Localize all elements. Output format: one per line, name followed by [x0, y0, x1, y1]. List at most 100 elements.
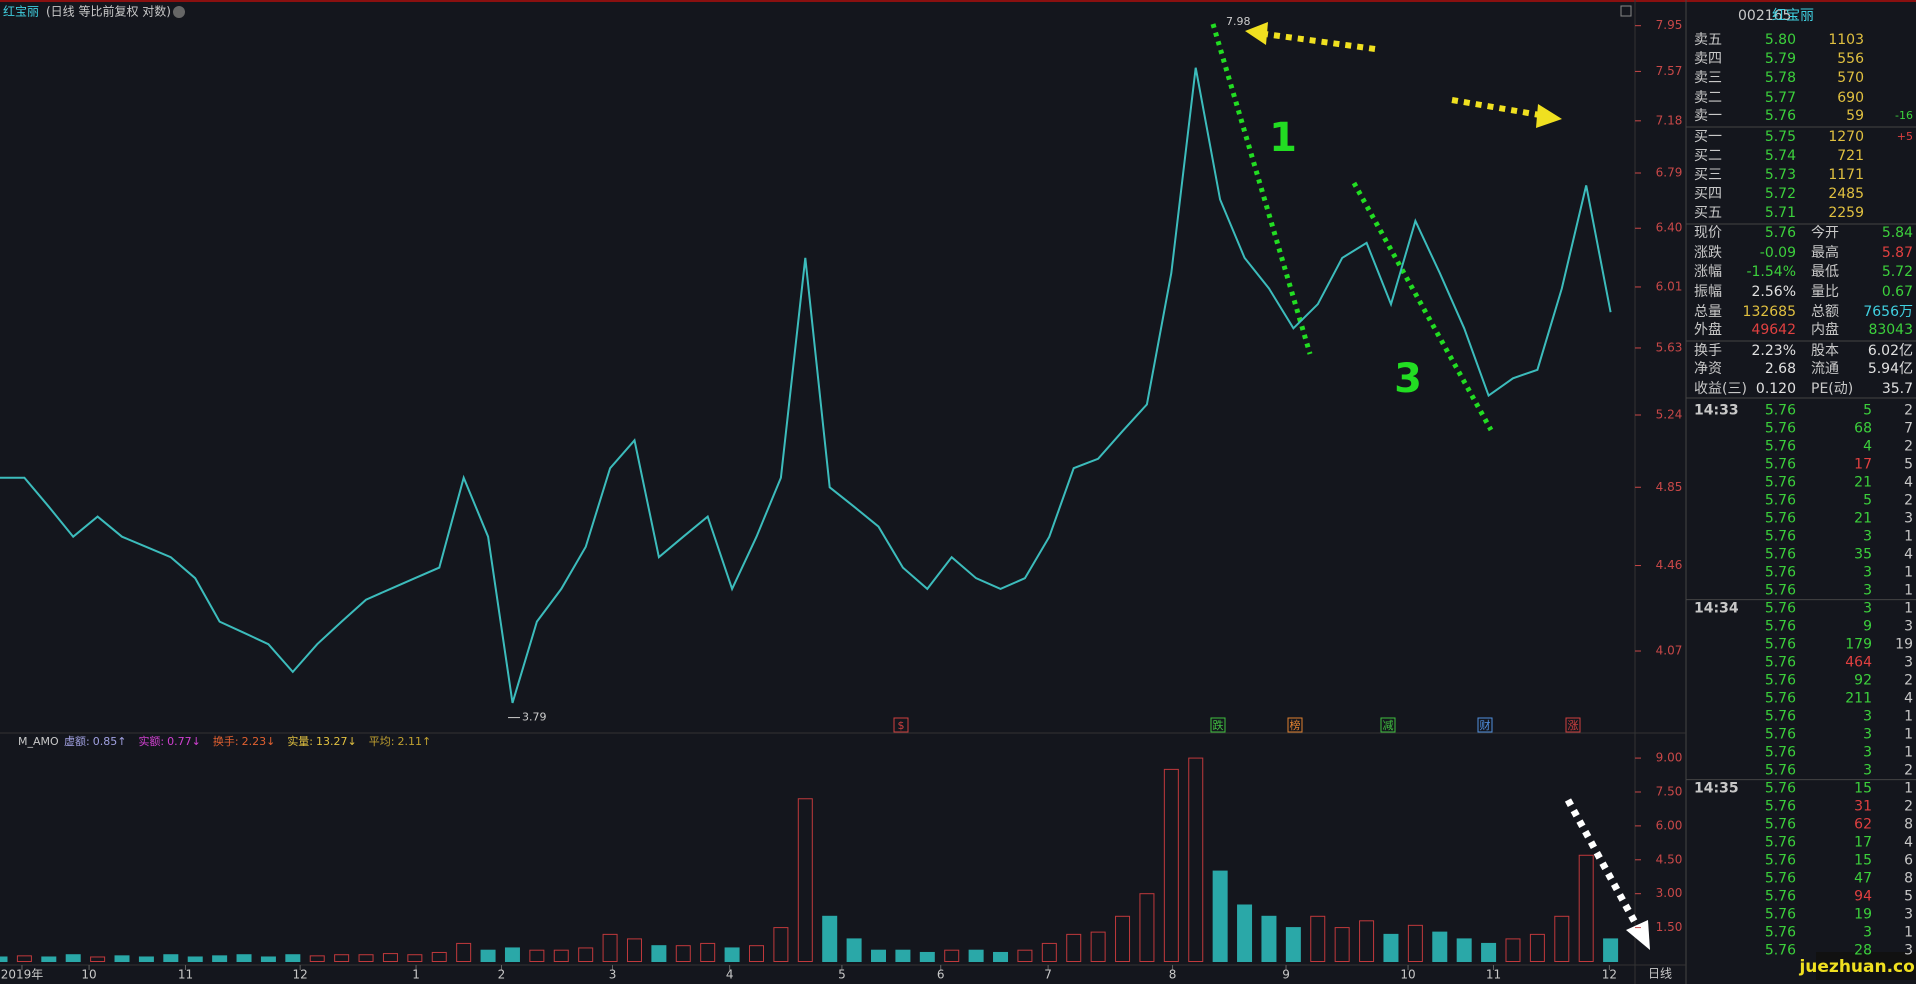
- volume-bar: [675, 945, 691, 963]
- quote-label: 总额: [1811, 304, 1839, 320]
- y-tick-label: 6.01: [1656, 279, 1683, 293]
- volume-bar: [285, 954, 301, 962]
- tick-count: 3: [1904, 943, 1913, 959]
- y-tick-label: 5.63: [1656, 340, 1683, 354]
- volume-bar: [846, 938, 862, 962]
- indicator-label: 平均:: [369, 735, 395, 748]
- tick-count: 2: [1904, 439, 1913, 455]
- high-label: 7.98: [1226, 15, 1251, 28]
- event-box: [893, 717, 909, 733]
- tick-price: 5.76: [1765, 745, 1796, 761]
- volume-bar: [1383, 933, 1399, 963]
- volume-bar: [1554, 915, 1570, 962]
- tick-count: 19: [1895, 637, 1913, 653]
- y-tick-label: 4.46: [1656, 558, 1683, 572]
- quote-label: 今开: [1811, 225, 1839, 241]
- tick-volume: 62: [1854, 817, 1872, 833]
- tick-volume: 3: [1863, 583, 1872, 599]
- tick-price: 5.76: [1765, 889, 1796, 905]
- tick-volume: 15: [1854, 781, 1872, 797]
- tick-volume: 3: [1863, 727, 1872, 743]
- tick-price: 5.76: [1765, 457, 1796, 473]
- volume-bar: [651, 945, 667, 963]
- x-tick-label: 9: [1282, 968, 1290, 982]
- y-tick-label: 6.79: [1656, 165, 1683, 179]
- arrow: [1451, 97, 1541, 118]
- volume-bar: [553, 949, 569, 962]
- y-tick-label: 4.50: [1656, 852, 1683, 866]
- quote-value: 2.68: [1765, 361, 1796, 377]
- indicator-value: 2.23↓: [242, 735, 276, 748]
- quote-value: 49642: [1751, 322, 1796, 338]
- window-button[interactable]: [1620, 5, 1632, 17]
- event-box: [1380, 717, 1396, 733]
- tick-count: 2: [1904, 403, 1913, 419]
- event-icon: $: [898, 719, 905, 732]
- quote-label: 换手: [1694, 342, 1722, 359]
- volume-bar: [578, 947, 594, 963]
- tick-count: 8: [1904, 817, 1913, 833]
- period[interactable]: 日线: [1648, 967, 1672, 981]
- book-label: 买五: [1694, 205, 1722, 221]
- quote-label: 最高: [1811, 244, 1839, 261]
- book-price: 5.75: [1765, 129, 1796, 145]
- volume-bar: [456, 942, 472, 963]
- volume-bar: [1481, 942, 1497, 963]
- volume-bar: [895, 949, 911, 962]
- tick-count: 2: [1904, 673, 1913, 689]
- volume-bar: [1212, 870, 1228, 963]
- book-volume: 1103: [1828, 32, 1864, 48]
- tick-price: 5.76: [1765, 529, 1796, 545]
- volume-bar: [163, 954, 179, 962]
- quote-value: -1.54%: [1746, 264, 1796, 280]
- event-icon: 财: [1480, 718, 1491, 732]
- volume-bar: [1115, 915, 1131, 962]
- yellow-arrows: [1264, 31, 1541, 118]
- volume-bar: [407, 954, 423, 962]
- volume-bar: [1432, 931, 1448, 963]
- book-label: 买二: [1694, 148, 1722, 164]
- x-tick-label: 4: [726, 968, 734, 982]
- volume-bar: [529, 949, 545, 962]
- x-tick-label: 2019年: [1, 968, 44, 982]
- tick-count: 3: [1904, 655, 1913, 671]
- volume-bar: [1505, 938, 1521, 962]
- volume-bar: [431, 951, 447, 962]
- y-tick-label: 7.95: [1656, 18, 1683, 32]
- tick-volume: 3: [1863, 709, 1872, 725]
- volume-bar: [797, 798, 813, 963]
- book-price: 5.78: [1765, 70, 1796, 86]
- tick-count: 1: [1904, 529, 1913, 545]
- quote-value: 5.76: [1765, 225, 1796, 241]
- tick-volume: 21: [1854, 511, 1872, 527]
- watermark: juezhuan.com: [1798, 957, 1916, 977]
- book-price: 5.77: [1765, 90, 1796, 106]
- volume-bar: [1261, 915, 1277, 962]
- quote-value: 0.67: [1882, 284, 1913, 300]
- tick-price: 5.76: [1765, 655, 1796, 671]
- book-volume: 570: [1837, 70, 1864, 86]
- tick-price: 5.76: [1765, 871, 1796, 887]
- indicator-label: 虚额:: [64, 735, 90, 748]
- quote-label: 现价: [1694, 225, 1722, 241]
- tick-volume: 3: [1863, 565, 1872, 581]
- tick-price: 5.76: [1765, 583, 1796, 599]
- quote-value: 35.7: [1882, 381, 1913, 397]
- book-volume: 690: [1837, 90, 1864, 106]
- tick-volume: 94: [1854, 889, 1872, 905]
- tick-price: 5.76: [1765, 835, 1796, 851]
- quote-label: 外盘: [1694, 321, 1722, 338]
- tick-count: 4: [1904, 547, 1913, 563]
- quote-label: 收益(三): [1694, 381, 1747, 397]
- dropdown[interactable]: [173, 6, 185, 18]
- tick-count: 1: [1904, 745, 1913, 761]
- tick-count: 1: [1904, 601, 1913, 617]
- volume-bar: [1090, 931, 1106, 963]
- volume-bar: [480, 949, 496, 962]
- indicator-label: 实额:: [138, 734, 164, 748]
- volume-bar: [138, 956, 154, 963]
- volume-bar: [309, 955, 325, 962]
- tick-count: 4: [1904, 475, 1913, 491]
- indicator-value: 2.11↑: [397, 735, 431, 748]
